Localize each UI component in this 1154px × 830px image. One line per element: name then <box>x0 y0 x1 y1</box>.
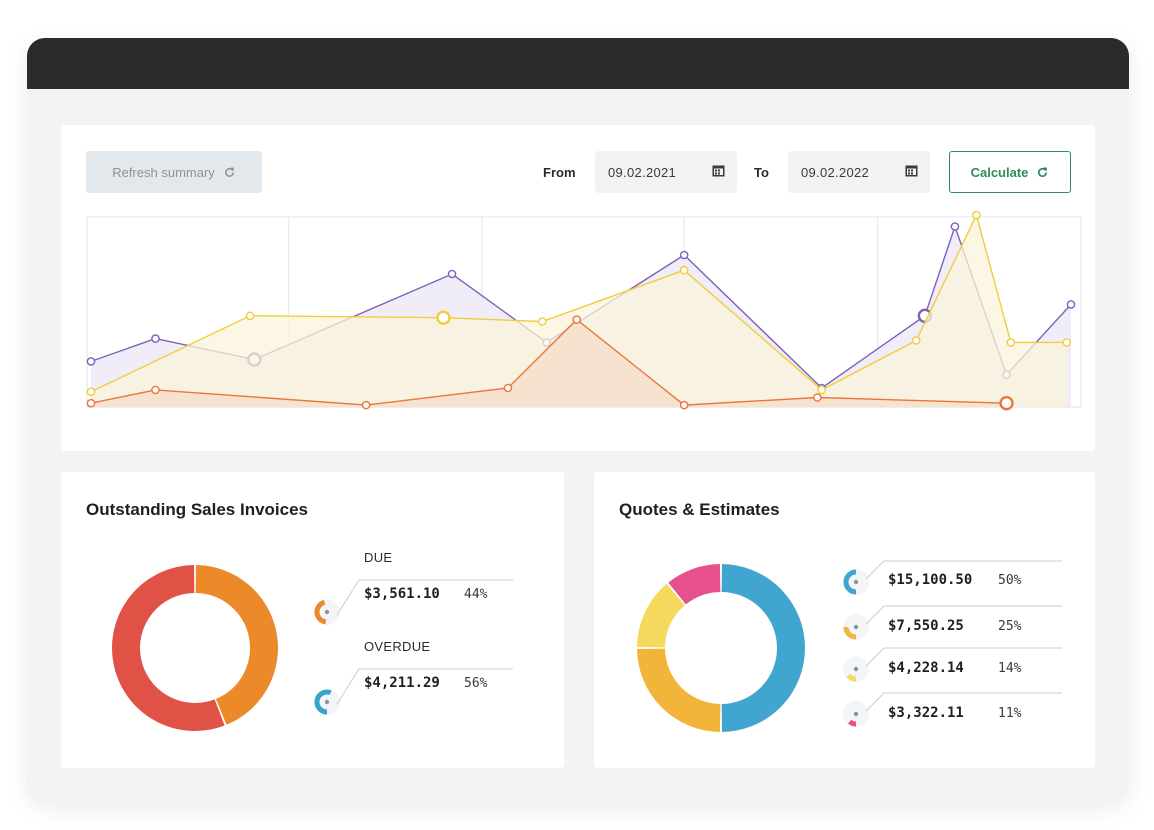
refresh-icon <box>1038 166 1048 177</box>
area-chart <box>86 210 1082 411</box>
donut-slice <box>637 583 686 648</box>
gauge-dot <box>853 666 859 672</box>
donut-slice <box>721 564 805 732</box>
overdue-percent: 56% <box>464 676 488 691</box>
quote-percent-2: 25% <box>998 619 1022 634</box>
series-line <box>90 318 1007 406</box>
refresh-summary-label: Refresh summary <box>112 164 215 180</box>
data-point <box>813 393 822 402</box>
from-label: From <box>543 165 576 180</box>
data-point <box>817 385 827 395</box>
quote-amount-4: $3,322.11 <box>888 705 964 721</box>
gauge-dot <box>853 711 859 717</box>
gauge-arc <box>843 569 857 595</box>
gauge-arc <box>846 673 857 682</box>
due-percent: 44% <box>464 587 488 602</box>
quote-amount-3: $4,228.14 <box>888 660 964 676</box>
data-point <box>679 265 689 275</box>
quote-amount-1: $15,100.50 <box>888 572 973 588</box>
data-point <box>679 400 689 410</box>
data-point <box>245 311 255 321</box>
data-point <box>86 357 96 366</box>
gauge-arc <box>843 626 857 640</box>
gauge-dot <box>324 609 330 615</box>
data-point <box>86 387 96 397</box>
to-date-field[interactable]: 09.02.2022 <box>788 151 930 193</box>
quote-amount-2: $7,550.25 <box>888 618 964 634</box>
data-point <box>972 210 981 220</box>
legend-leader-line <box>865 692 1062 712</box>
data-point <box>950 222 960 231</box>
legend-leader-line <box>336 579 513 616</box>
legend-leader-line <box>336 668 513 705</box>
data-point <box>503 383 513 393</box>
invoices-donut-chart <box>112 565 513 731</box>
donut-slice <box>195 565 278 725</box>
due-amount: $3,561.10 <box>364 586 440 602</box>
data-point <box>361 400 371 410</box>
gauge-dot <box>324 699 330 705</box>
quote-percent-4: 11% <box>998 706 1022 721</box>
data-point <box>1066 300 1076 309</box>
data-point <box>572 315 582 324</box>
calculate-label: Calculate <box>970 164 1029 180</box>
donut-slice <box>637 648 721 732</box>
quotes-card: Quotes & Estimates $15,100.50 50% $7,550… <box>594 472 1095 768</box>
quotes-donut-chart <box>637 560 1062 732</box>
data-point <box>151 385 160 395</box>
legend-leader-line <box>865 605 1062 625</box>
series-line <box>90 213 1067 393</box>
donut-slice <box>668 564 721 605</box>
app-window: Refresh summary From 09.02.2021 To 09.02… <box>27 38 1129 802</box>
data-point <box>911 336 921 345</box>
calendar-icon[interactable] <box>905 164 918 177</box>
to-date-value: 09.02.2022 <box>801 164 870 180</box>
overdue-amount: $4,211.29 <box>364 675 440 691</box>
data-point <box>86 398 96 408</box>
gauge-dot <box>853 579 859 585</box>
gauge-arc <box>314 689 332 715</box>
refresh-icon <box>224 167 234 177</box>
quote-percent-3: 14% <box>998 661 1022 676</box>
donut-slice <box>112 565 225 731</box>
gauge-dot <box>853 624 859 630</box>
gauge-arc <box>848 719 857 727</box>
invoices-title: Outstanding Sales Invoices <box>86 500 309 519</box>
invoices-card: Outstanding Sales Invoices DUE $3,561.10… <box>61 472 564 768</box>
data-point <box>151 334 160 343</box>
calculate-button[interactable]: Calculate <box>949 151 1071 193</box>
quote-percent-1: 50% <box>998 573 1022 588</box>
gauge-arc <box>314 599 327 625</box>
from-date-value: 09.02.2021 <box>608 164 677 180</box>
data-point <box>999 396 1014 411</box>
quotes-title: Quotes & Estimates <box>619 500 780 519</box>
data-point <box>436 310 451 325</box>
summary-card: Refresh summary From 09.02.2021 To 09.02… <box>61 125 1095 451</box>
series-area <box>91 319 1007 407</box>
data-point <box>538 317 547 326</box>
to-label: To <box>754 165 769 180</box>
data-point <box>1006 338 1016 347</box>
data-point <box>679 250 689 260</box>
data-point <box>1062 338 1072 347</box>
calendar-icon[interactable] <box>712 164 725 177</box>
refresh-summary-button[interactable]: Refresh summary <box>86 151 262 193</box>
overdue-label: OVERDUE <box>364 639 431 654</box>
legend-leader-line <box>865 560 1062 580</box>
data-point <box>447 269 457 279</box>
due-label: DUE <box>364 550 393 565</box>
from-date-field[interactable]: 09.02.2021 <box>595 151 737 193</box>
title-bar <box>27 38 1129 89</box>
series-area <box>91 215 1067 407</box>
legend-leader-line <box>865 647 1062 667</box>
